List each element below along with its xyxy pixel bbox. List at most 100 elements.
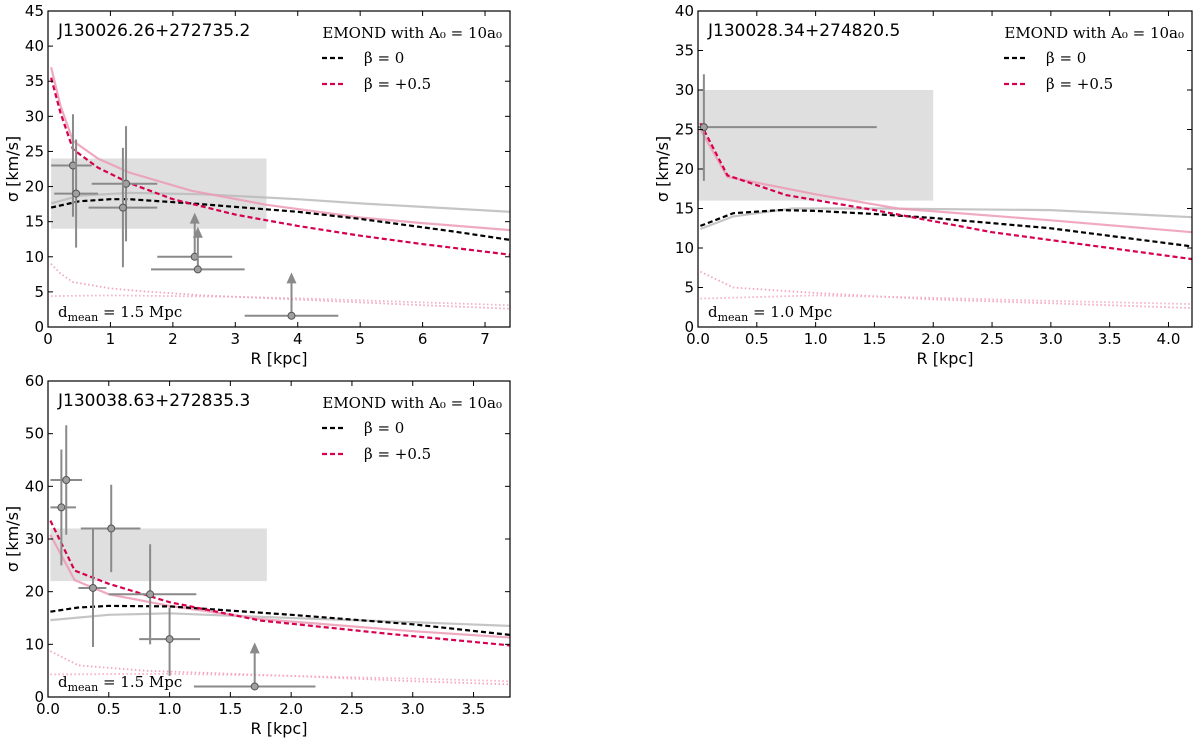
legend-entry: β = +0.5	[364, 75, 431, 93]
series-line-pink-dotted-flat	[700, 294, 1192, 305]
distance-annotation: dmean = 1.5 Mpc	[58, 673, 182, 694]
x-tick-label: 2.0	[279, 700, 303, 718]
x-axis-label: R [kpc]	[917, 349, 974, 368]
x-tick-label: 4.0	[1157, 330, 1181, 348]
y-tick-label: 20	[25, 583, 44, 601]
data-point	[50, 425, 83, 535]
data-point	[698, 74, 877, 181]
series-line-pink-dotted	[50, 263, 510, 310]
data-point	[244, 272, 339, 320]
x-tick-label: 0.0	[36, 700, 60, 718]
lower-limit-arrow-head	[192, 226, 203, 238]
x-tick-label: 0.5	[745, 330, 769, 348]
x-axis-label: R [kpc]	[251, 719, 308, 738]
data-point	[54, 139, 98, 248]
x-axis-label: R [kpc]	[251, 349, 308, 368]
shaded-band	[50, 528, 267, 582]
y-tick-label: 30	[25, 530, 44, 548]
series-line-pink-dotted-flat	[50, 672, 510, 683]
series-line--0	[50, 604, 510, 636]
x-tick-label: 5	[355, 330, 365, 348]
x-tick-label: 0	[43, 330, 53, 348]
legend-entry: β = +0.5	[1046, 75, 1113, 93]
x-tick-label: 2.5	[340, 700, 364, 718]
y-axis-label: σ [km/s]	[653, 136, 672, 202]
series-line--0	[50, 198, 510, 241]
y-tick-label: 0	[34, 688, 44, 706]
y-tick-label: 5	[34, 283, 44, 301]
axes-frame	[47, 10, 511, 328]
series-line--0-5	[49, 520, 510, 647]
subplot-2: 0.0 0.5 1.0 1.5 2.0 2.5 3.0 3.5 4.0 0 5 10 15 20 25 30 3…	[653, 2, 1193, 368]
lower-limit-arrow-head	[189, 212, 200, 224]
legend-header: EMOND with A₀ = 10a₀	[322, 24, 502, 42]
series-line-pink-solid	[49, 534, 510, 639]
y-tick-label: 40	[25, 37, 44, 55]
y-tick-label: 40	[25, 477, 44, 495]
lower-limit-arrow-head	[249, 642, 260, 654]
y-tick-label: 30	[675, 81, 694, 99]
series-line--0-5	[50, 77, 510, 256]
series-line-pink-dotted-flat	[51, 294, 510, 307]
x-tick-label: 2.0	[921, 330, 945, 348]
data-point	[139, 607, 200, 676]
data-point	[80, 484, 141, 573]
legend-entry: β = 0	[364, 49, 404, 67]
lower-limit-arrow-head	[286, 272, 297, 284]
data-point-marker	[165, 635, 174, 644]
data-point-marker	[193, 265, 202, 274]
data-point	[88, 147, 158, 268]
legend-entry: β = +0.5	[364, 445, 431, 463]
annotation-var: d	[58, 303, 68, 321]
series-line-gray-solid	[50, 191, 510, 213]
y-tick-label: 10	[25, 248, 44, 266]
panel-title: J130038.63+272835.3	[57, 391, 250, 411]
y-tick-label: 35	[25, 72, 44, 90]
data-point-marker	[287, 311, 296, 320]
x-tick-label: 2.5	[980, 330, 1004, 348]
x-tick-label: 0.0	[686, 330, 710, 348]
annotation-var: d	[708, 303, 718, 321]
data-point	[151, 226, 245, 274]
y-tick-label: 40	[675, 2, 694, 20]
shaded-band	[698, 90, 934, 201]
data-point-marker	[250, 682, 259, 691]
panel-title: J130026.26+272735.2	[57, 21, 250, 41]
x-tick-label: 3.0	[1039, 330, 1063, 348]
y-tick-label: 30	[25, 107, 44, 125]
data-point	[157, 212, 233, 261]
subplot-3: 0.0 0.5 1.0 1.5 2.0 2.5 3.0 3.5 0 10 20 30 40 50 60 R […	[3, 372, 511, 738]
annotation-value: = 1.5 Mpc	[98, 673, 182, 691]
x-tick-label: 1	[106, 330, 116, 348]
data-point-marker	[107, 524, 116, 533]
data-point-marker	[62, 476, 71, 485]
distance-annotation: dmean = 1.0 Mpc	[708, 303, 832, 324]
legend-entry: β = 0	[1046, 49, 1086, 67]
y-axis-label: σ [km/s]	[3, 136, 22, 202]
annotation-subscript: mean	[68, 681, 99, 694]
annotation-value: = 1.5 Mpc	[98, 303, 182, 321]
x-tick-label: 1.5	[862, 330, 886, 348]
x-tick-label: 2	[168, 330, 178, 348]
annotation-subscript: mean	[68, 311, 99, 324]
legend-header: EMOND with A₀ = 10a₀	[322, 394, 502, 412]
x-tick-label: 0.5	[97, 700, 121, 718]
y-tick-label: 25	[675, 121, 694, 139]
plot-area	[49, 425, 510, 691]
data-point-marker	[57, 503, 66, 512]
x-tick-label: 4	[293, 330, 303, 348]
annotation-var: d	[58, 673, 68, 691]
y-tick-label: 20	[25, 178, 44, 196]
x-tick-label: 3	[231, 330, 241, 348]
x-tick-label: 1.0	[804, 330, 828, 348]
x-tick-label: 3.0	[401, 700, 425, 718]
series-line-gray-solid	[700, 207, 1192, 231]
y-tick-label: 10	[675, 239, 694, 257]
y-tick-label: 0	[34, 318, 44, 336]
y-tick-label: 10	[25, 635, 44, 653]
data-point	[193, 642, 316, 691]
x-tick-label: 1.5	[218, 700, 242, 718]
y-axis-label: σ [km/s]	[3, 506, 22, 572]
